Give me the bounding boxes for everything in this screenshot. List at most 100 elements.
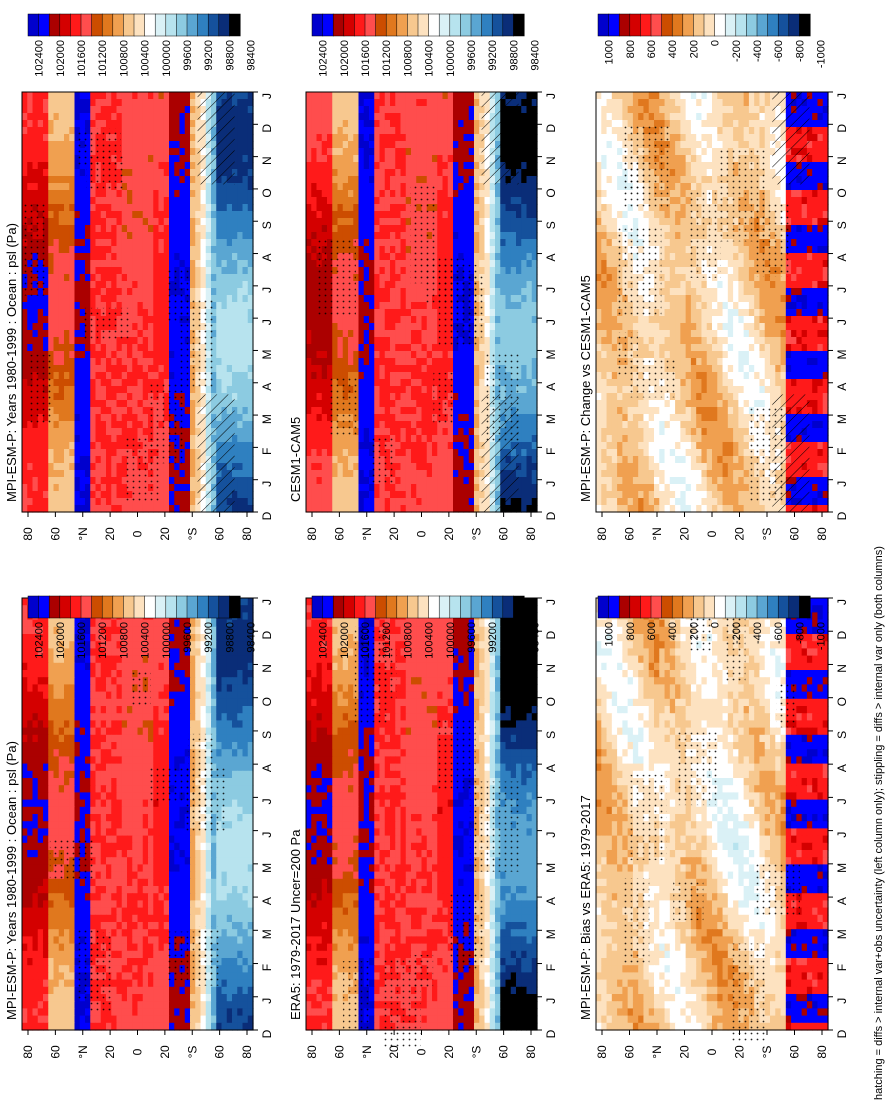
heatmap-cell — [64, 106, 70, 114]
heatmap-cell — [153, 620, 159, 628]
heatmap-cell — [222, 944, 228, 952]
heatmap-cell — [164, 728, 170, 736]
heatmap-cell — [48, 442, 54, 450]
heatmap-cell — [232, 821, 238, 829]
heatmap-cell — [64, 706, 70, 714]
heatmap-cell — [201, 281, 207, 289]
heatmap-cell — [106, 663, 112, 671]
heatmap-cell — [59, 344, 65, 352]
heatmap-cell — [243, 872, 249, 880]
hatching-region — [198, 394, 235, 512]
heatmap-cell — [43, 756, 49, 764]
heatmap-cell — [69, 663, 75, 671]
heatmap-cell — [43, 302, 49, 310]
heatmap-cell — [127, 936, 133, 944]
heatmap-cell — [159, 663, 165, 671]
heatmap-cell — [232, 807, 238, 815]
heatmap-cell — [59, 800, 65, 808]
heatmap-cell — [159, 218, 165, 226]
heatmap-cell — [201, 253, 207, 261]
heatmap-cell — [190, 699, 196, 707]
heatmap-cell — [90, 267, 96, 275]
heatmap-cell — [22, 379, 28, 387]
heatmap-cell — [243, 836, 249, 844]
heatmap-cell — [153, 106, 159, 114]
heatmap-cell — [106, 821, 112, 829]
heatmap-cell — [85, 792, 91, 800]
heatmap-cell — [148, 756, 154, 764]
heatmap-cell — [96, 106, 102, 114]
heatmap-cell — [164, 92, 170, 100]
heatmap-cell — [227, 728, 233, 736]
heatmap-cell — [216, 288, 222, 296]
heatmap-cell — [75, 778, 81, 786]
heatmap-cell — [22, 463, 28, 471]
heatmap-cell — [132, 218, 138, 226]
heatmap-cell — [90, 274, 96, 282]
heatmap-cell — [80, 393, 86, 401]
heatmap-cell — [232, 792, 238, 800]
heatmap-cell — [164, 706, 170, 714]
heatmap-cell — [169, 176, 175, 184]
heatmap-cell — [138, 323, 144, 331]
heatmap-cell — [180, 836, 186, 844]
heatmap-cell — [180, 915, 186, 923]
heatmap-cell — [180, 169, 186, 177]
heatmap-cell — [201, 843, 207, 851]
heatmap-cell — [243, 828, 249, 836]
heatmap-cell — [132, 407, 138, 415]
heatmap-cell — [54, 749, 60, 757]
heatmap-cell — [185, 239, 191, 247]
heatmap-cell — [132, 735, 138, 743]
heatmap-cell — [111, 735, 117, 743]
heatmap-cell — [237, 120, 243, 128]
heatmap-cell — [243, 309, 249, 317]
heatmap-cell — [243, 951, 249, 959]
heatmap-cell — [180, 908, 186, 916]
heatmap-cell — [237, 807, 243, 815]
heatmap-cell — [106, 239, 112, 247]
heatmap-cell — [127, 148, 133, 156]
heatmap-cell — [227, 756, 233, 764]
heatmap-cell — [96, 684, 102, 692]
heatmap-cell — [101, 484, 107, 492]
heatmap-cell — [185, 864, 191, 872]
heatmap-cell — [38, 915, 44, 923]
heatmap-cell — [153, 232, 159, 240]
heatmap-cell — [43, 728, 49, 736]
heatmap-cell — [164, 337, 170, 345]
heatmap-cell — [232, 756, 238, 764]
heatmap-cell — [127, 814, 133, 822]
heatmap-cell — [237, 421, 243, 429]
heatmap-cell — [33, 692, 39, 700]
heatmap-cell — [132, 749, 138, 757]
heatmap-cell — [22, 330, 28, 338]
heatmap-cell — [185, 713, 191, 721]
heatmap-cell — [117, 498, 123, 506]
heatmap-cell — [122, 428, 128, 436]
heatmap-cell — [43, 778, 49, 786]
heatmap-cell — [101, 814, 107, 822]
heatmap-cell — [122, 821, 128, 829]
heatmap-cell — [127, 225, 133, 233]
heatmap-cell — [153, 134, 159, 142]
heatmap-cell — [54, 211, 60, 219]
heatmap-cell — [33, 316, 39, 324]
heatmap-cell — [138, 785, 144, 793]
heatmap-cell — [164, 260, 170, 268]
heatmap-cell — [106, 274, 112, 282]
heatmap-cell — [80, 428, 86, 436]
heatmap-cell — [59, 393, 65, 401]
heatmap-cell — [106, 792, 112, 800]
heatmap-cell — [43, 684, 49, 692]
heatmap-cell — [80, 778, 86, 786]
heatmap-cell — [237, 484, 243, 492]
heatmap-cell — [185, 106, 191, 114]
heatmap-cell — [69, 641, 75, 649]
heatmap-cell — [101, 204, 107, 212]
heatmap-cell — [48, 449, 54, 457]
heatmap-cell — [117, 771, 123, 779]
heatmap-cell — [190, 393, 196, 401]
heatmap-cell — [159, 316, 165, 324]
heatmap-cell — [75, 176, 81, 184]
